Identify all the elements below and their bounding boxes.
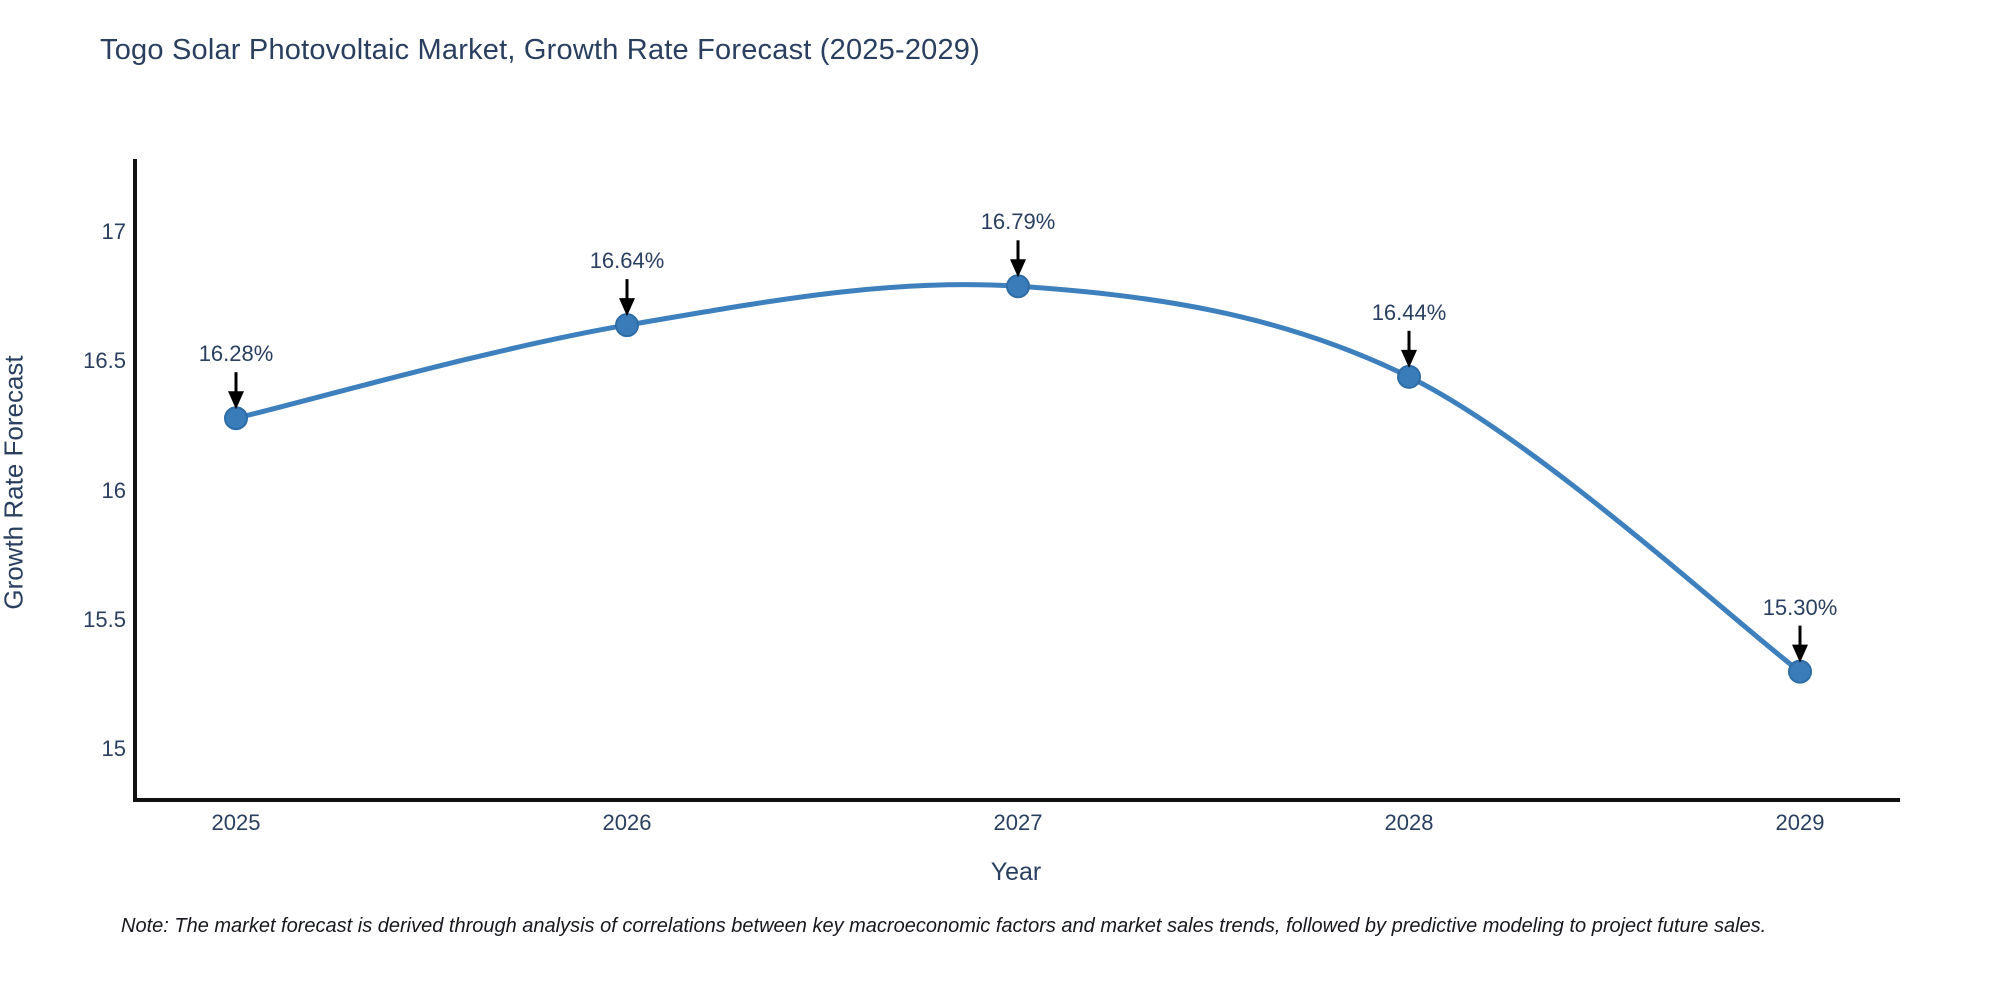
data-point-label: 16.28% (198, 341, 274, 367)
x-tick-label: 2026 (602, 810, 652, 835)
data-point-label: 15.30% (1762, 594, 1838, 620)
forecast-line (233, 282, 1803, 675)
y-tick-label: 17 (101, 219, 126, 244)
data-point-label: 16.64% (589, 248, 665, 274)
x-axis-title: Year (990, 858, 1042, 886)
y-axis-title: Growth Rate Forecast (0, 355, 29, 610)
y-tick-label: 16.5 (83, 348, 126, 374)
annotation-arrow-head (619, 298, 635, 317)
data-point-marker-2026 (615, 313, 639, 338)
annotation-arrow-head (1010, 259, 1026, 278)
x-tick-label: 2028 (1384, 810, 1434, 835)
x-tick-label: 2025 (211, 810, 261, 835)
x-tick-label: 2029 (1775, 810, 1825, 835)
annotation-arrow-head (1792, 644, 1808, 663)
data-point-marker-2025 (224, 406, 248, 431)
data-point-label: 16.79% (980, 209, 1056, 235)
data-point-label: 16.44% (1371, 299, 1447, 325)
data-point-marker-2029 (1788, 659, 1812, 684)
footnote: Note: The market forecast is derived thr… (121, 915, 1767, 937)
data-point-marker-2028 (1397, 364, 1421, 389)
y-tick-label: 16 (101, 477, 126, 503)
y-tick-label: 15 (101, 736, 126, 762)
data-point-marker-2027 (1006, 274, 1030, 299)
x-tick-label: 2027 (993, 810, 1043, 835)
chart-title: Togo Solar Photovoltaic Market, Growth R… (100, 34, 980, 66)
annotation-arrow-head (228, 391, 244, 410)
y-tick-label: 15.5 (83, 606, 126, 632)
annotation-arrow-head (1401, 349, 1417, 368)
